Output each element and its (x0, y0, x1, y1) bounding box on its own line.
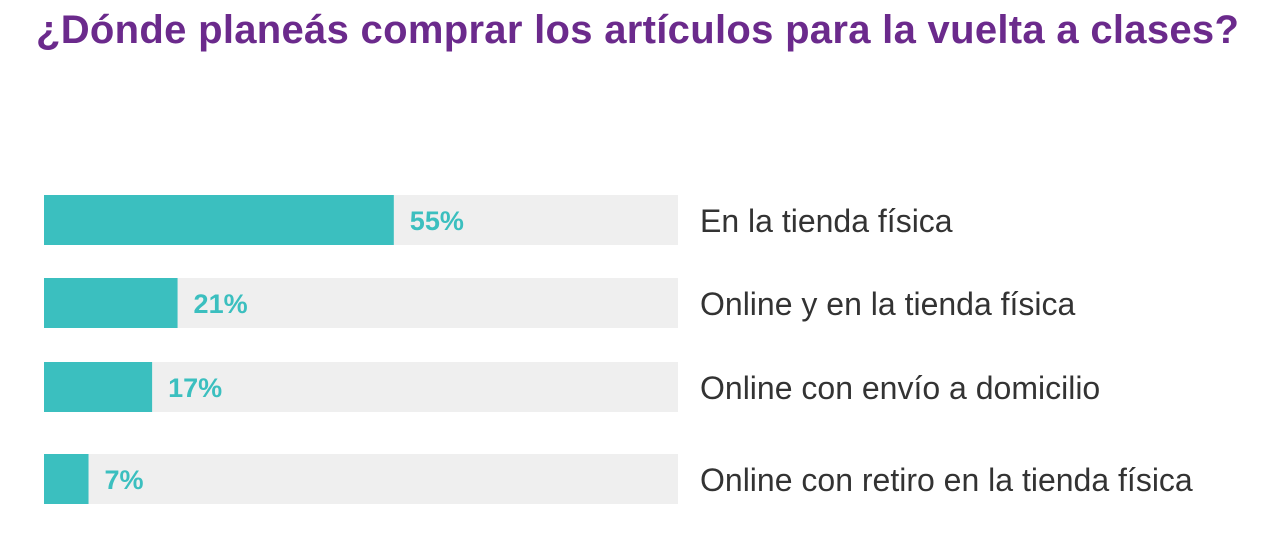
category-label: Online y en la tienda física (700, 286, 1076, 322)
value-label: 21% (194, 289, 248, 319)
bar (44, 195, 394, 245)
chart-title: ¿Dónde planeás comprar los artículos par… (36, 8, 1240, 52)
value-label: 55% (410, 206, 464, 236)
value-label: 17% (168, 373, 222, 403)
category-label: En la tienda física (700, 203, 953, 239)
value-label: 7% (105, 465, 144, 495)
bar-track (44, 454, 678, 504)
category-label: Online con envío a domicilio (700, 370, 1100, 406)
bar (44, 362, 153, 412)
bar (44, 454, 89, 504)
category-label: Online con retiro en la tienda física (700, 462, 1193, 498)
bar (44, 278, 178, 328)
